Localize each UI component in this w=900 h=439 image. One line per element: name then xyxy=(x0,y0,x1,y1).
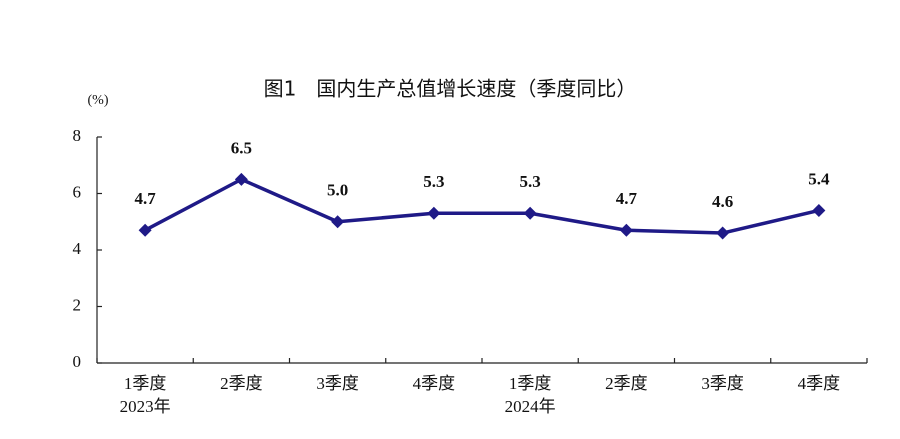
point-marker xyxy=(138,223,152,237)
point-marker xyxy=(716,226,730,240)
y-tick-label: 8 xyxy=(73,126,82,145)
x-tick-label: 3季度 xyxy=(701,374,744,393)
y-tick-label: 4 xyxy=(73,239,82,258)
value-label: 4.7 xyxy=(616,189,638,208)
series-line xyxy=(144,177,820,235)
x-group-label: 2024年 xyxy=(505,397,556,416)
point-marker xyxy=(523,206,537,220)
x-tick-label: 2季度 xyxy=(220,374,263,393)
x-group-label: 2023年 xyxy=(120,397,171,416)
value-label: 4.6 xyxy=(712,192,733,211)
value-label: 5.4 xyxy=(808,169,830,188)
value-label: 6.5 xyxy=(231,138,252,157)
y-tick-label: 6 xyxy=(73,182,82,201)
x-tick-label: 4季度 xyxy=(798,374,841,393)
value-label: 4.7 xyxy=(135,189,157,208)
chart-title: 图1 国内生产总值增长速度（季度同比） xyxy=(264,77,637,101)
x-tick-label: 1季度 xyxy=(509,374,552,393)
y-axis-label: (%) xyxy=(88,93,109,108)
y-tick-label: 0 xyxy=(73,352,82,371)
point-marker xyxy=(427,206,441,220)
point-marker xyxy=(331,215,345,229)
point-marker xyxy=(812,203,826,217)
x-tick-label: 3季度 xyxy=(316,374,359,393)
x-tick-label: 1季度 xyxy=(124,374,167,393)
value-label: 5.3 xyxy=(423,172,444,191)
y-tick-label: 2 xyxy=(73,295,82,314)
x-tick-label: 4季度 xyxy=(413,374,456,393)
point-marker xyxy=(619,223,633,237)
value-label: 5.3 xyxy=(520,172,541,191)
x-tick-label: 2季度 xyxy=(605,374,648,393)
value-label: 5.0 xyxy=(327,181,348,200)
point-marker xyxy=(234,172,248,186)
